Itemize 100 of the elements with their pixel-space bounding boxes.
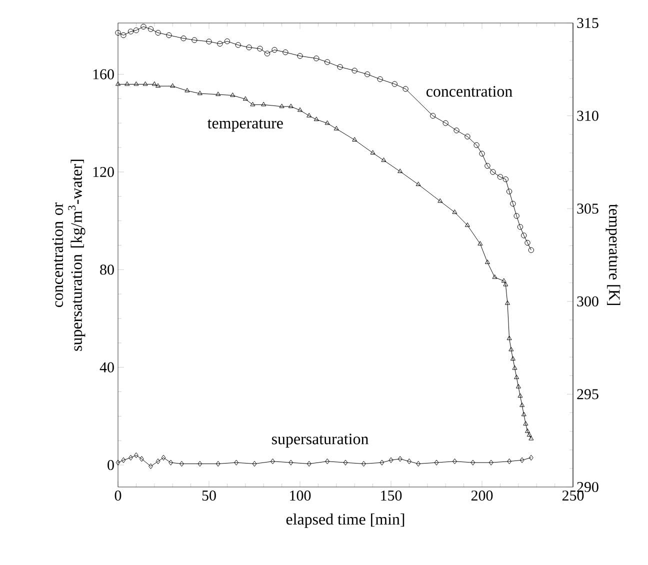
point bbox=[115, 30, 121, 36]
point bbox=[388, 457, 394, 463]
point bbox=[520, 457, 524, 463]
point bbox=[197, 90, 202, 96]
point bbox=[442, 120, 448, 126]
point bbox=[334, 126, 339, 130]
point bbox=[279, 104, 284, 108]
y-axis-title: concentration or supersaturation [kg/m$^{3}$-water] bbox=[52, 160, 86, 351]
point bbox=[398, 168, 403, 174]
point bbox=[352, 137, 358, 142]
point bbox=[497, 174, 504, 180]
point bbox=[148, 26, 154, 32]
point bbox=[337, 64, 343, 70]
y2-axis-title: temperature [K] bbox=[606, 204, 620, 305]
y-tick-label: 160 bbox=[93, 69, 114, 80]
point bbox=[139, 456, 144, 462]
point bbox=[381, 158, 386, 162]
x-axis-title: elapsed time [min] bbox=[286, 513, 404, 528]
y-tick-label: 80 bbox=[100, 264, 114, 275]
point bbox=[168, 460, 173, 466]
point bbox=[470, 460, 476, 466]
point bbox=[170, 83, 176, 88]
point bbox=[528, 247, 534, 253]
point bbox=[521, 232, 527, 238]
y-tick-label: 40 bbox=[100, 362, 114, 372]
point bbox=[206, 38, 212, 44]
point bbox=[364, 71, 370, 78]
point bbox=[314, 116, 319, 122]
point bbox=[484, 163, 490, 169]
point bbox=[452, 458, 457, 464]
point bbox=[116, 81, 120, 86]
x-tick-label: 200 bbox=[471, 490, 493, 501]
point bbox=[380, 460, 384, 466]
point bbox=[230, 92, 236, 97]
point bbox=[192, 37, 198, 43]
y-tick-label: 120 bbox=[93, 166, 114, 177]
point bbox=[306, 112, 312, 118]
point bbox=[508, 346, 514, 352]
point bbox=[343, 460, 348, 466]
point bbox=[216, 460, 220, 467]
point bbox=[506, 188, 512, 194]
point bbox=[120, 32, 126, 38]
point bbox=[490, 169, 496, 175]
point bbox=[140, 24, 146, 30]
x-tick-label: 250 bbox=[562, 490, 584, 501]
point bbox=[257, 46, 263, 52]
point bbox=[306, 460, 312, 467]
point bbox=[479, 150, 485, 156]
point bbox=[502, 176, 509, 182]
point bbox=[261, 102, 266, 106]
point bbox=[142, 81, 148, 86]
point bbox=[134, 81, 139, 86]
y2-tick-label: 290 bbox=[577, 482, 598, 492]
point bbox=[452, 209, 458, 214]
point bbox=[506, 336, 512, 340]
point bbox=[478, 241, 483, 246]
point bbox=[224, 38, 230, 44]
y2-tick-label: 310 bbox=[577, 110, 598, 121]
point bbox=[492, 274, 498, 279]
point bbox=[314, 56, 320, 62]
point bbox=[152, 81, 157, 86]
point bbox=[124, 81, 130, 86]
point bbox=[116, 460, 120, 466]
point bbox=[434, 460, 439, 466]
point bbox=[198, 460, 202, 467]
point bbox=[516, 384, 521, 388]
point bbox=[352, 68, 358, 74]
point bbox=[464, 222, 470, 227]
point bbox=[398, 456, 402, 462]
point bbox=[242, 96, 248, 101]
y2-tick-label: 305 bbox=[577, 204, 598, 214]
point bbox=[526, 432, 532, 437]
point bbox=[525, 428, 530, 433]
point bbox=[454, 128, 460, 134]
point bbox=[161, 454, 166, 461]
point bbox=[528, 436, 534, 440]
point bbox=[514, 374, 520, 380]
point bbox=[121, 457, 126, 463]
point bbox=[377, 76, 383, 82]
y-tick-label: 0 bbox=[108, 460, 114, 470]
point bbox=[504, 300, 510, 305]
point bbox=[488, 460, 494, 466]
point bbox=[416, 182, 421, 186]
point bbox=[156, 458, 160, 464]
point bbox=[510, 200, 516, 207]
point bbox=[180, 36, 186, 42]
point bbox=[392, 81, 398, 87]
point bbox=[288, 104, 294, 108]
point bbox=[501, 278, 506, 283]
point bbox=[324, 59, 330, 65]
point bbox=[503, 282, 508, 286]
point bbox=[402, 86, 408, 92]
point bbox=[518, 393, 523, 398]
point bbox=[514, 213, 520, 219]
point bbox=[234, 460, 238, 466]
point bbox=[252, 460, 257, 467]
point bbox=[155, 30, 161, 36]
point bbox=[156, 83, 161, 88]
point bbox=[464, 134, 470, 140]
point bbox=[512, 365, 518, 370]
